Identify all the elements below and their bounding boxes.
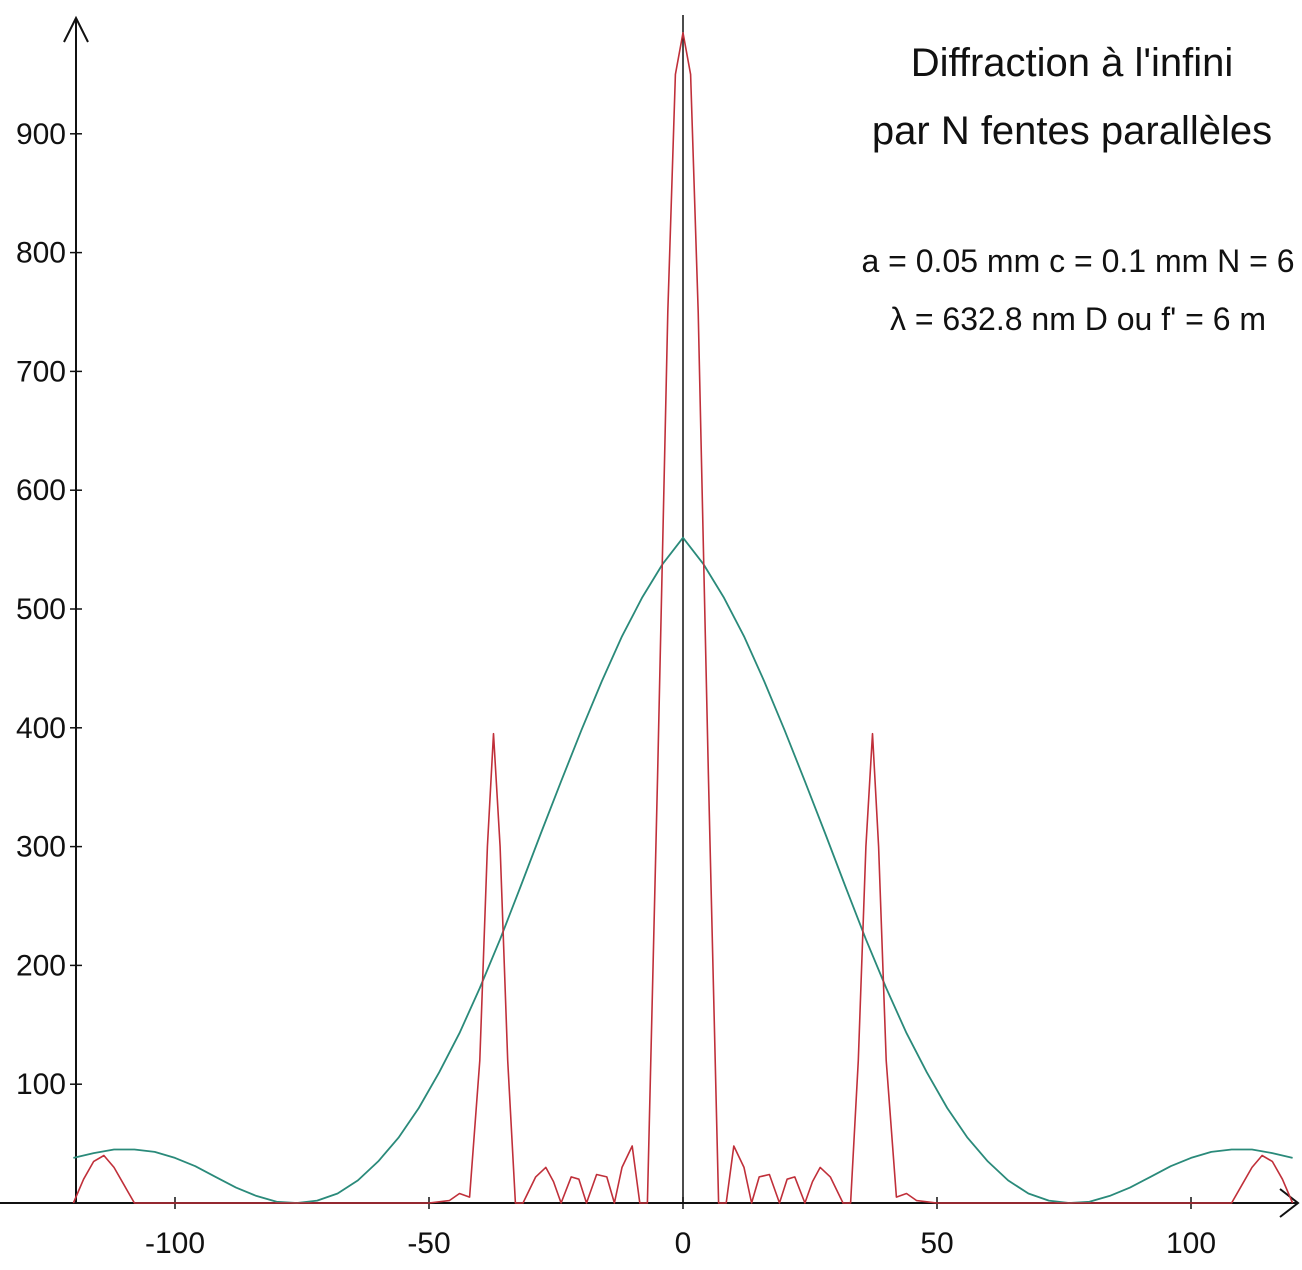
envelope-curve (73, 536, 1293, 1204)
chart-title: Diffraction à l'infini par N fentes para… (872, 41, 1272, 153)
y-tick-label: 200 (16, 949, 66, 982)
annotation-line-2: λ = 632.8 nm D ou f' = 6 m (890, 301, 1266, 337)
x-tick-label: 0 (675, 1227, 692, 1260)
y-tick-label: 100 (16, 1068, 66, 1101)
annotation-line-1: a = 0.05 mm c = 0.1 mm N = 6 (861, 243, 1294, 279)
y-tick-label: 500 (16, 593, 66, 626)
ticks: -100 -50 0 50 100 100 200 300 400 500 600 700 800 900 (16, 118, 1216, 1260)
y-axis-arrow (63, 15, 89, 43)
x-axis-arrow (1279, 1188, 1300, 1218)
y-tick-label: 700 (16, 355, 66, 388)
x-tick-label: 100 (1166, 1227, 1216, 1260)
y-tick-label: 300 (16, 831, 66, 864)
y-tick-label: 400 (16, 712, 66, 745)
x-tick-label: -100 (145, 1227, 205, 1260)
interference-curve (72, 31, 1294, 1204)
y-tick-label: 900 (16, 118, 66, 151)
title-line-2: par N fentes parallèles (872, 109, 1272, 153)
parameter-annotation: a = 0.05 mm c = 0.1 mm N = 6 λ = 632.8 n… (861, 243, 1294, 337)
x-tick-label: -50 (407, 1227, 450, 1260)
y-tick-label: 600 (16, 474, 66, 507)
y-tick-label: 800 (16, 237, 66, 270)
x-tick-label: 50 (920, 1227, 953, 1260)
title-line-1: Diffraction à l'infini (911, 41, 1234, 85)
series-layer (72, 31, 1294, 1204)
